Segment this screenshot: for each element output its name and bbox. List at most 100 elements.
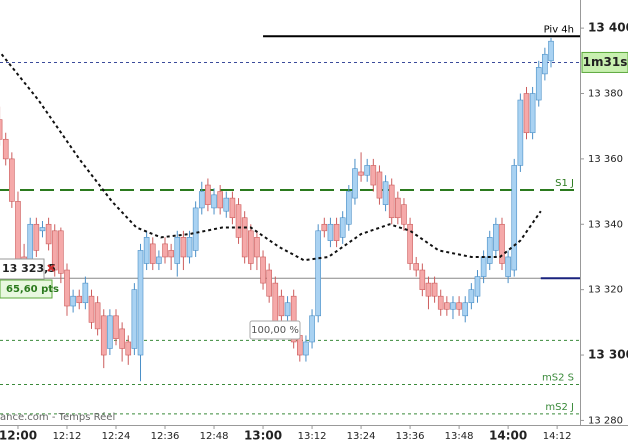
candle-body	[254, 237, 260, 258]
x-tick-label: 13:48	[445, 431, 474, 442]
candle-body	[535, 67, 542, 101]
candle-body	[376, 171, 383, 199]
ratio: 100,00 %	[251, 325, 299, 336]
candle-body	[119, 328, 125, 349]
candle-body	[474, 276, 481, 297]
candle-body	[290, 295, 297, 343]
candle-body	[425, 282, 432, 297]
candle-body	[137, 250, 144, 356]
ratio-box	[249, 320, 301, 340]
candle-body	[88, 295, 95, 323]
candle-body	[39, 227, 46, 232]
candle-body	[407, 223, 413, 264]
candle-body	[45, 223, 52, 245]
candle-body	[456, 302, 462, 310]
candle-body	[247, 230, 254, 264]
candle-body	[131, 289, 138, 349]
candle-body	[548, 40, 554, 62]
candle-body	[517, 99, 524, 166]
candle-body	[315, 230, 321, 317]
candle-body	[444, 302, 450, 310]
candle-body	[174, 237, 181, 264]
candle-body	[205, 184, 211, 205]
candle-body	[382, 181, 389, 205]
candle-body	[358, 171, 364, 176]
candle-body	[419, 269, 426, 290]
candle-body	[278, 295, 285, 317]
y-tick-label: 13 400	[588, 21, 628, 35]
candle-body	[186, 237, 193, 258]
candle-body	[149, 243, 156, 264]
candle-body	[76, 295, 83, 304]
x-tick-label: 12:00	[0, 429, 37, 442]
candle-body	[143, 237, 150, 264]
candle-body	[388, 184, 395, 219]
x-tick-label: 13:36	[396, 431, 425, 442]
x-tick-label: 14:12	[543, 431, 572, 442]
y-tick-label: 13 340	[588, 219, 623, 230]
candle-body	[401, 204, 407, 225]
moving-average	[0, 53, 542, 262]
candle-body	[241, 217, 248, 258]
y-tick-label: 13 320	[588, 285, 623, 296]
candle-body	[395, 197, 401, 219]
candle-body	[542, 53, 548, 75]
candle-body	[352, 168, 358, 199]
close-icon	[47, 264, 55, 272]
candle-body	[235, 204, 242, 238]
candle-body	[113, 315, 119, 339]
candle-body	[0, 119, 3, 140]
candle-body	[462, 302, 469, 317]
candle-body	[156, 256, 162, 264]
level-label: mS2 S	[542, 372, 574, 383]
x-tick-label: 14:00	[489, 429, 527, 442]
y-tick-label: 13 280	[588, 415, 623, 426]
candle-body	[529, 93, 536, 134]
candle-body	[107, 315, 113, 349]
level-label: Piv 4h	[544, 24, 574, 35]
candle-body	[223, 197, 230, 212]
candle-body	[266, 269, 272, 297]
pts-box	[0, 279, 53, 299]
axis-tag-box	[581, 51, 628, 73]
candle-body	[486, 237, 493, 264]
y-tick-label: 13 380	[588, 89, 623, 100]
candle-body	[303, 341, 309, 356]
candle-body	[505, 256, 511, 277]
candle-body	[511, 165, 518, 271]
x-tick-label: 13:12	[298, 431, 327, 442]
x-tick-label: 12:48	[200, 431, 229, 442]
candle-body	[51, 230, 58, 271]
candle-body	[321, 223, 328, 232]
x-tick-label: 12:24	[102, 431, 131, 442]
level-label: mS2 J	[545, 402, 574, 413]
candle-body	[333, 223, 340, 241]
candle-body	[100, 315, 107, 356]
candle-body	[2, 138, 9, 160]
candle-body	[64, 269, 70, 307]
candle-body	[192, 207, 199, 251]
level-label: S1 J	[555, 178, 574, 189]
candle-body	[70, 295, 76, 307]
candle-body	[523, 93, 530, 134]
candle-body	[272, 282, 279, 323]
candle-body	[15, 201, 21, 264]
candle-body	[211, 194, 217, 209]
candle-body	[339, 217, 346, 238]
candle-body	[229, 197, 236, 219]
candle-body	[364, 165, 370, 176]
candle-body	[450, 302, 456, 310]
candle-body	[431, 282, 438, 297]
candle-body	[493, 223, 499, 251]
candle-body	[413, 263, 420, 271]
candle-body	[125, 341, 132, 356]
watermark: ance.com - Temps Réel	[0, 411, 115, 423]
candle-body	[217, 191, 223, 209]
candle-body	[198, 191, 205, 209]
x-tick-label: 13:24	[347, 431, 376, 442]
candle-body	[327, 223, 334, 241]
candle-body	[33, 223, 40, 251]
